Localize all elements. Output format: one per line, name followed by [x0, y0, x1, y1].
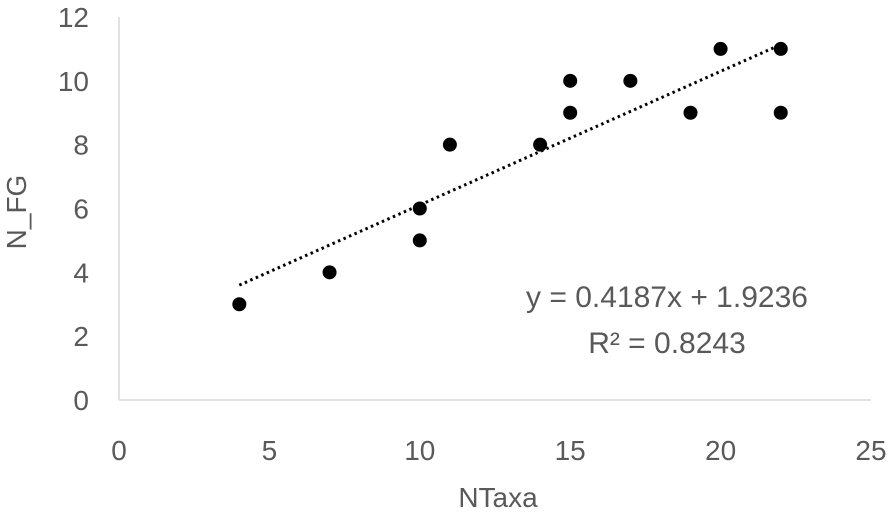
data-point	[533, 137, 548, 152]
y-tick-label: 0	[73, 385, 89, 416]
y-tick-label: 6	[73, 194, 89, 225]
axes	[118, 17, 871, 401]
y-axis-title: N_FG	[1, 175, 32, 250]
data-point	[442, 137, 457, 152]
x-tick-label: 0	[111, 435, 127, 466]
linear-trendline	[238, 43, 782, 287]
data-point	[322, 265, 337, 280]
data-point	[623, 73, 638, 88]
y-tick-label: 12	[58, 2, 89, 33]
trendline-equation: y = 0.4187x + 1.9236	[526, 281, 808, 314]
y-tick-label: 2	[73, 321, 89, 352]
r-squared-label: R² = 0.8243	[588, 327, 746, 360]
x-tick-label: 25	[855, 435, 886, 466]
data-point	[563, 73, 578, 88]
x-tick-label: 10	[404, 435, 435, 466]
data-points	[232, 41, 788, 312]
x-tick-label: 20	[705, 435, 736, 466]
data-point	[773, 41, 788, 56]
tick-labels: 0 5 10 15 20 25 0 2 4 6 8 10 12	[58, 2, 887, 466]
data-point	[683, 105, 698, 120]
y-tick-label: 8	[73, 130, 89, 161]
data-point	[412, 201, 427, 216]
data-point	[232, 297, 247, 312]
data-point	[412, 233, 427, 248]
y-tick-label: 4	[73, 257, 89, 288]
data-point	[563, 105, 578, 120]
x-axis-title: NTaxa	[458, 482, 538, 513]
x-tick-label: 5	[262, 435, 278, 466]
trendline-layer	[238, 43, 782, 287]
x-tick-label: 15	[555, 435, 586, 466]
data-point	[773, 105, 788, 120]
y-tick-label: 10	[58, 66, 89, 97]
data-point	[713, 41, 728, 56]
